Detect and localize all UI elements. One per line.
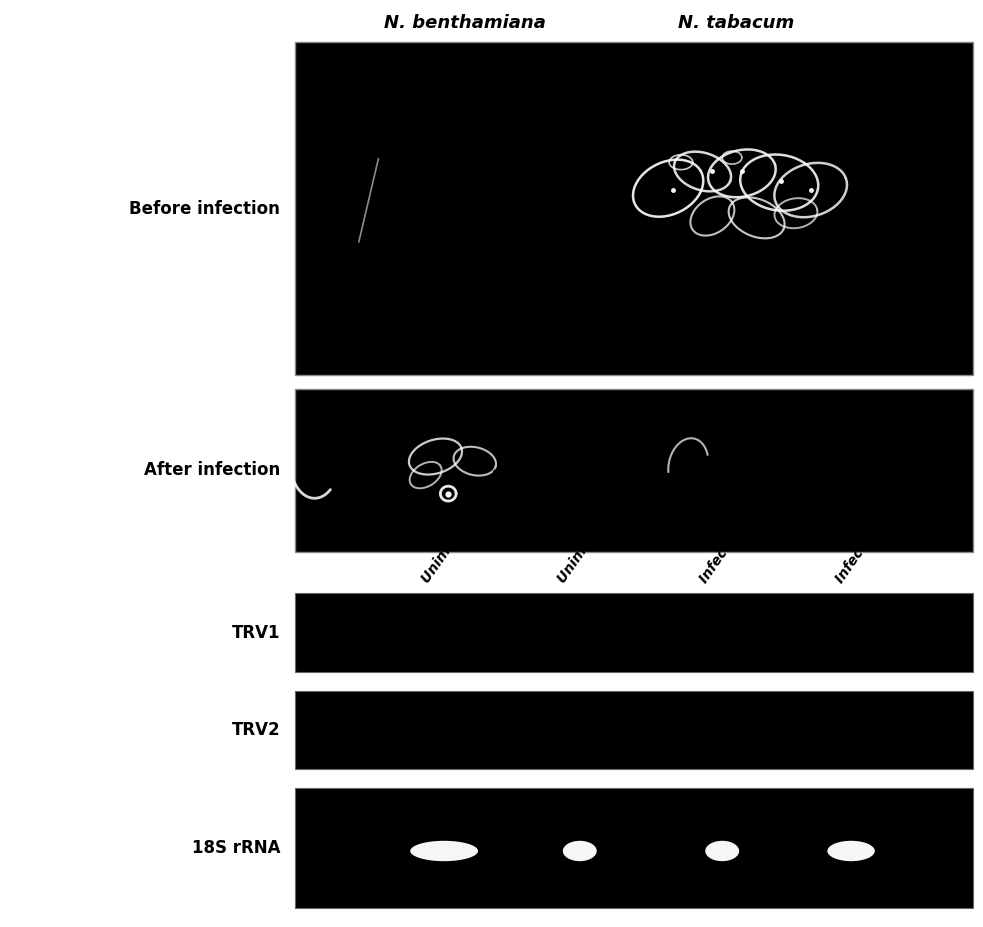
Text: Infected  N. benthamiana: Infected N. benthamiana <box>833 415 958 586</box>
Text: Infected N. tabacum: Infected N. tabacum <box>697 448 800 586</box>
Bar <box>295 389 973 552</box>
Bar <box>295 788 973 908</box>
Text: Uninfected N.benthamiana: Uninfected N.benthamiana <box>554 406 686 586</box>
Text: After infection: After infection <box>144 462 280 479</box>
Text: 18S rRNA: 18S rRNA <box>192 839 280 857</box>
Text: TRV1: TRV1 <box>232 624 280 641</box>
Text: N. tabacum: N. tabacum <box>677 15 794 32</box>
Text: N. benthamiana: N. benthamiana <box>383 15 546 32</box>
Ellipse shape <box>828 841 875 861</box>
Ellipse shape <box>563 841 597 861</box>
Bar <box>295 42 973 375</box>
Text: TRV2: TRV2 <box>232 721 280 739</box>
Ellipse shape <box>705 841 739 861</box>
Ellipse shape <box>410 841 478 861</box>
Bar <box>295 691 973 769</box>
Text: Before infection: Before infection <box>130 199 280 218</box>
Text: Uninfected N. tabacum: Uninfected N. tabacum <box>419 430 534 586</box>
Bar <box>295 593 973 672</box>
